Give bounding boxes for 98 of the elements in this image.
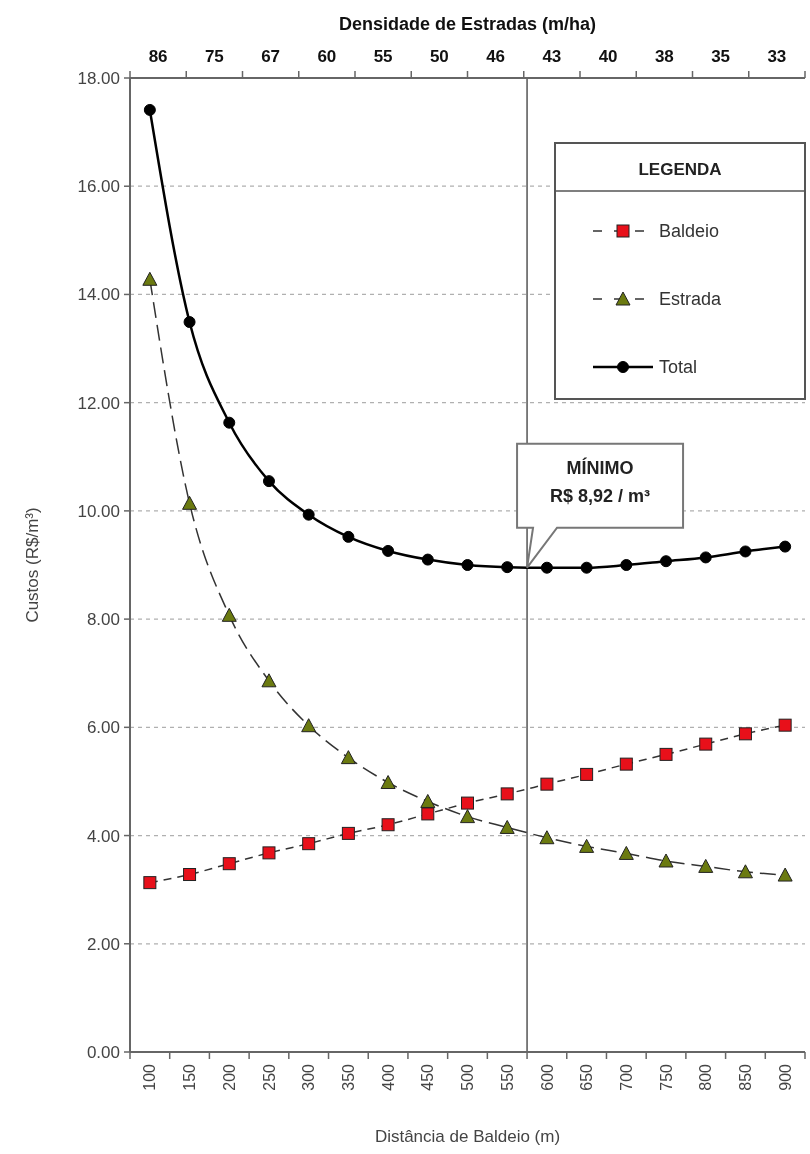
x-tick-label: 250	[260, 1063, 278, 1091]
point	[501, 561, 514, 574]
legend-title: LEGENDA	[638, 160, 722, 179]
point	[262, 846, 276, 860]
point	[540, 777, 554, 791]
text: 40	[598, 47, 618, 66]
point	[618, 845, 634, 860]
x-tick-label: 800	[697, 1063, 715, 1091]
point	[460, 809, 475, 824]
point	[658, 853, 674, 868]
point	[580, 561, 593, 574]
x-tick-label: 300	[300, 1063, 318, 1091]
text: 46	[486, 47, 506, 66]
point	[461, 796, 474, 810]
x-tick-label: 700	[617, 1063, 635, 1091]
point	[142, 271, 158, 286]
point	[380, 775, 396, 790]
y-tick-label: 14.00	[77, 285, 120, 305]
text: 60	[317, 47, 337, 66]
text: 33	[767, 47, 787, 66]
legend-label: Baldeio	[659, 221, 720, 242]
point	[779, 540, 792, 553]
point	[221, 607, 237, 622]
text: 86	[148, 47, 168, 66]
x-tick-label: 450	[419, 1063, 437, 1091]
point	[183, 316, 196, 329]
y-tick-label: 6.00	[86, 718, 120, 738]
point	[698, 858, 714, 873]
point	[699, 551, 712, 564]
point	[737, 864, 753, 879]
point	[699, 737, 713, 751]
point	[620, 559, 633, 571]
x-tick-label: 600	[538, 1063, 556, 1091]
x2-axis-title: Densidade de Estradas (m/ha)	[338, 14, 597, 34]
point	[301, 718, 317, 733]
point	[539, 830, 555, 845]
text: 43	[542, 47, 562, 66]
point	[421, 553, 434, 566]
point	[739, 545, 752, 558]
y-tick-label: 8.00	[86, 610, 120, 630]
text: 55	[373, 47, 393, 66]
point	[341, 826, 355, 840]
point	[302, 837, 316, 851]
point	[382, 544, 395, 557]
x-tick-label: 400	[379, 1063, 397, 1091]
point	[738, 727, 752, 741]
y-tick-label: 4.00	[86, 826, 120, 846]
point	[540, 561, 553, 574]
legend-label: Total	[659, 357, 698, 378]
y-tick-label: 0.00	[86, 1042, 120, 1062]
point	[619, 757, 633, 771]
point	[261, 673, 277, 688]
x-tick-label: 850	[737, 1063, 755, 1091]
point	[579, 838, 595, 853]
x-tick-label: 650	[578, 1063, 596, 1091]
legend-label: Estrada	[659, 289, 723, 310]
point	[222, 857, 236, 871]
x-tick-label: 900	[776, 1063, 794, 1091]
point	[183, 868, 197, 882]
text: 50	[429, 47, 449, 66]
point	[421, 807, 435, 821]
point	[777, 867, 793, 882]
point	[659, 747, 673, 761]
point	[580, 767, 594, 781]
point	[660, 555, 673, 568]
point	[143, 876, 157, 890]
text: 38	[654, 47, 674, 66]
y-tick-label: 18.00	[77, 68, 120, 88]
annotation: MÍNIMO R$ 8,92 / m³	[550, 456, 651, 506]
point	[381, 818, 395, 832]
y-tick-label: 16.00	[77, 177, 120, 197]
point	[499, 819, 515, 834]
text: 67	[261, 47, 281, 66]
x-axis-title: Distância de Baldeio (m)	[374, 1127, 561, 1146]
point	[500, 787, 514, 801]
x-tick-label: 500	[459, 1063, 477, 1091]
text: 35	[711, 47, 731, 66]
x-tick-label: 550	[498, 1063, 516, 1091]
x-tick-label: 750	[657, 1063, 675, 1091]
point	[342, 530, 355, 543]
y-axis-title: Custos (R$/m³)	[23, 507, 42, 623]
point	[262, 475, 275, 488]
point	[461, 559, 474, 571]
y-tick-label: 12.00	[77, 393, 120, 413]
point	[340, 750, 356, 765]
x-tick-label: 150	[181, 1063, 199, 1091]
point	[302, 508, 315, 521]
point	[420, 793, 436, 808]
y-tick-label: 2.00	[86, 934, 120, 954]
y-tick-label: 10.00	[77, 501, 120, 521]
text: 75	[204, 47, 224, 66]
point	[182, 495, 198, 510]
x-tick-label: 100	[141, 1063, 159, 1091]
point	[778, 718, 792, 732]
point	[223, 416, 236, 429]
point	[143, 103, 156, 116]
x-tick-label: 200	[220, 1063, 238, 1091]
x-tick-label: 350	[339, 1063, 357, 1091]
